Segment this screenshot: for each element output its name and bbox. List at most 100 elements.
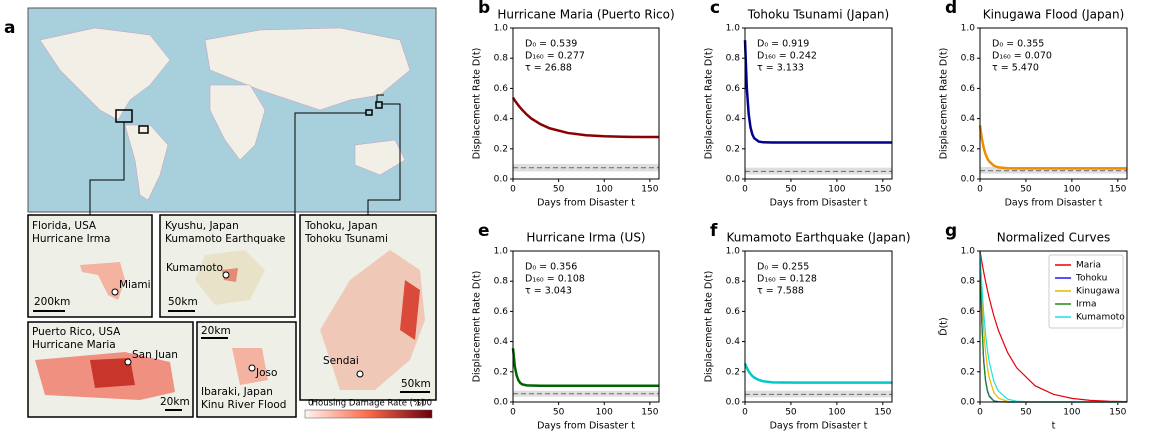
x-tick-label: 100	[828, 185, 845, 195]
plot-frame	[512, 250, 660, 403]
region	[400, 280, 420, 340]
annotation: τ = 5.470	[992, 63, 1039, 74]
annotation: D₁₆₀ = 0.277	[525, 51, 585, 62]
x-tick-label: 0	[742, 185, 748, 195]
colorbar-tick: 100	[416, 399, 432, 409]
x-tick-label: 50	[1020, 185, 1032, 195]
annotation: τ = 3.043	[525, 286, 572, 297]
y-tick-label: 0.0	[961, 175, 976, 185]
region	[320, 250, 425, 390]
y-tick-label: 0.6	[726, 84, 741, 94]
panel-label: d	[945, 0, 957, 18]
connector	[294, 112, 366, 215]
x-tick-label: 0	[510, 185, 516, 195]
line	[978, 125, 1127, 170]
x-tick-label: 150	[874, 185, 891, 195]
colorbar-tick: 0	[308, 399, 313, 409]
x-axis-label: Days from Disaster t	[770, 198, 868, 209]
y-tick-label: 0.0	[961, 398, 976, 408]
x-axis-label: Days from Disaster t	[1005, 198, 1103, 209]
annotation: D₁₆₀ = 0.242	[757, 51, 817, 62]
y-tick-label: 0.4	[494, 114, 509, 124]
land	[124, 124, 169, 201]
legend-label: Kumamoto	[1076, 313, 1125, 323]
colorbar	[304, 409, 433, 419]
y-tick-label: 0.6	[726, 307, 741, 317]
panel-label: b	[478, 0, 490, 18]
x-axis-label: Days from Disaster t	[537, 421, 635, 432]
city-marker	[248, 364, 256, 372]
y-tick-label: 0.6	[961, 307, 976, 317]
chart-title: Normalized Curves	[997, 231, 1111, 245]
city-label: Joso	[255, 367, 277, 379]
y-tick-label: 0.0	[494, 175, 509, 185]
x-tick-label: 50	[785, 185, 797, 195]
inset-subtitle: Tohoku Tsunami	[304, 233, 388, 245]
city-label: Miami	[119, 279, 151, 291]
annotation: D₀ = 0.356	[525, 262, 577, 273]
map-box	[375, 101, 383, 109]
annotation: τ = 3.133	[757, 63, 804, 74]
y-tick-label: 0.0	[494, 398, 509, 408]
x-tick-label: 150	[641, 408, 658, 418]
panel-label: a	[4, 18, 15, 38]
city-label: San Juan	[132, 349, 178, 361]
y-tick-label: 0.4	[961, 114, 976, 124]
y-tick-label: 0.4	[726, 337, 741, 347]
y-tick-label: 1.0	[961, 24, 976, 34]
legend-label: Maria	[1076, 261, 1101, 271]
inset-title: Tohoku, Japan	[304, 220, 378, 232]
y-tick-label: 0.4	[494, 337, 509, 347]
panel-label: g	[945, 221, 957, 241]
y-axis-label: Displacement Rate D(t)	[704, 48, 715, 160]
inset-title: Florida, USA	[32, 220, 97, 232]
city-marker	[111, 288, 119, 296]
x-axis-label: t	[1052, 421, 1056, 432]
y-tick-label: 0.8	[726, 54, 741, 64]
x-tick-label: 50	[553, 408, 565, 418]
x-axis-label: Days from Disaster t	[770, 421, 868, 432]
x-tick-label: 150	[1109, 185, 1126, 195]
y-axis-label: Displacement Rate D(t)	[939, 48, 950, 160]
city-label: Kumamoto	[166, 262, 223, 274]
plot-frame	[744, 250, 893, 403]
y-axis-label: Displacement Rate D(t)	[704, 271, 715, 383]
x-tick-label: 100	[596, 185, 613, 195]
line	[511, 348, 659, 387]
x-tick-label: 150	[1109, 408, 1126, 418]
inset-title: Ibaraki, Japan	[201, 386, 273, 398]
x-tick-label: 0	[510, 408, 516, 418]
y-tick-label: 1.0	[961, 247, 976, 257]
city-marker	[356, 370, 364, 378]
chart-title: Kinugawa Flood (Japan)	[983, 8, 1125, 22]
legend-label: Irma	[1076, 300, 1096, 310]
inset-subtitle: Kinu River Flood	[201, 399, 286, 411]
y-tick-label: 0.0	[726, 175, 741, 185]
y-tick-label: 0.8	[961, 277, 976, 287]
y-tick-label: 1.0	[494, 247, 509, 257]
land	[204, 27, 411, 111]
x-tick-label: 100	[1063, 185, 1080, 195]
panel-label: e	[478, 221, 490, 241]
annotation: D₁₆₀ = 0.108	[525, 274, 585, 285]
legend-frame	[1048, 254, 1124, 329]
line	[743, 40, 892, 144]
panel-label: f	[710, 221, 718, 241]
plot-frame	[979, 250, 1128, 403]
connector	[89, 122, 125, 215]
legend-label: Kinugawa	[1076, 287, 1120, 297]
inset-subtitle: Kumamoto Earthquake	[165, 233, 285, 245]
annotation: D₀ = 0.919	[757, 39, 809, 50]
connector	[367, 103, 401, 215]
chart-title: Hurricane Maria (Puerto Rico)	[497, 8, 674, 22]
insets	[27, 214, 437, 418]
x-tick-label: 100	[828, 408, 845, 418]
x-tick-label: 150	[874, 408, 891, 418]
y-tick-label: 0.2	[961, 367, 975, 377]
x-tick-label: 150	[641, 185, 658, 195]
chart-title: Tohoku Tsunami (Japan)	[747, 8, 889, 22]
legend-label: Tohoku	[1075, 274, 1107, 284]
y-tick-label: 0.2	[726, 367, 740, 377]
inset-title: Kyushu, Japan	[165, 220, 239, 232]
annotation: D₀ = 0.539	[525, 39, 577, 50]
